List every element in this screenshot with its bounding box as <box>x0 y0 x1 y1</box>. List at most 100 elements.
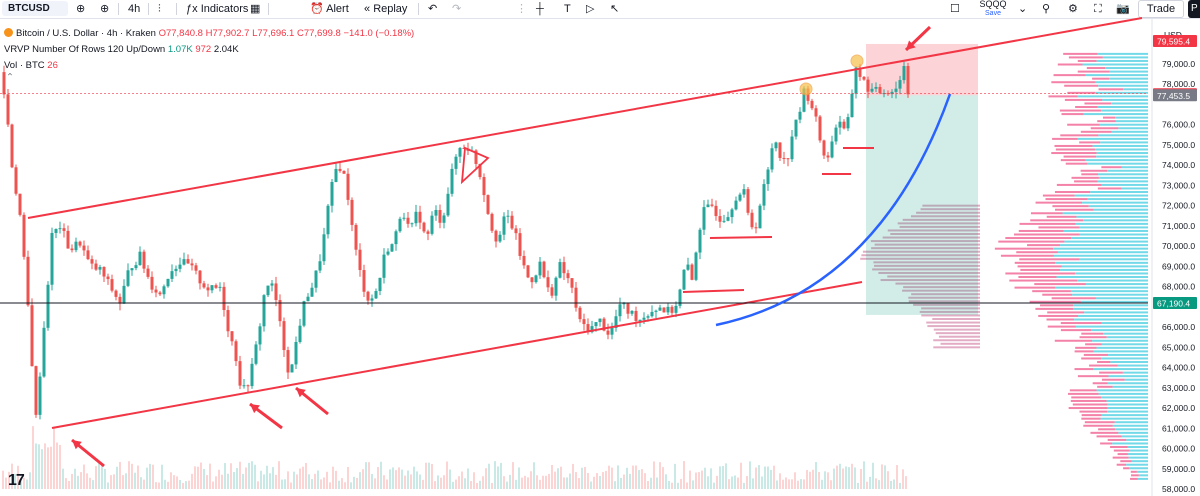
drawing-drag-handle-icon[interactable]: ⋮ <box>516 3 527 15</box>
publish-button[interactable]: P <box>1188 0 1200 18</box>
volume-bar <box>230 463 232 489</box>
price-axis[interactable]: USD79,000.078,000.076,000.075,000.074,00… <box>1151 19 1200 496</box>
candle-body <box>202 283 206 288</box>
profile-row-up <box>1098 392 1148 395</box>
text-tool-icon[interactable]: T <box>564 3 571 15</box>
volume-bar <box>485 468 487 489</box>
long-position-tool[interactable] <box>866 43 978 315</box>
quick-search-icon[interactable]: ⚲ <box>1042 3 1051 15</box>
profile-row-value-area <box>874 264 980 267</box>
candle-body <box>550 287 554 296</box>
profile-row-up <box>1076 215 1148 218</box>
profile-row-down <box>1067 123 1100 126</box>
channel-lower-line <box>51 281 863 429</box>
redo-icon[interactable]: ↷ <box>452 3 462 15</box>
volume-label: Vol · BTC <box>4 60 45 71</box>
volume-bar <box>833 468 835 489</box>
profile-row-value-area <box>903 286 980 289</box>
candle-body <box>6 94 10 125</box>
profile-row-down <box>1098 88 1124 91</box>
interval-button[interactable]: 4h <box>128 3 141 15</box>
trade-button[interactable]: Trade <box>1138 0 1184 18</box>
fullscreen-square-icon[interactable]: ☐ <box>950 3 960 15</box>
vrvp-legend[interactable]: VRVP Number Of Rows 120 Up/Down 1.07K 97… <box>4 44 239 56</box>
add-symbol-icon[interactable]: ⊕ <box>100 3 110 15</box>
volume-bar <box>215 476 217 489</box>
chevron-down-icon[interactable]: ⌄ <box>1018 3 1028 15</box>
chart-type-icon[interactable]: ⫶ <box>158 3 161 15</box>
profile-row-up <box>1087 198 1148 201</box>
parabolic-curve <box>715 93 952 327</box>
candle-body <box>754 227 758 229</box>
volume-legend[interactable]: Vol · BTC 26 <box>4 60 58 72</box>
profile-row-down <box>1081 357 1102 360</box>
alert-button[interactable]: ⏰ Alert <box>310 1 349 17</box>
volume-bar <box>449 469 451 489</box>
axis-tick-label: 76,000.0 <box>1162 120 1195 130</box>
volume-bar <box>425 462 427 489</box>
volume-bar <box>137 465 139 489</box>
volume-bar <box>809 471 811 489</box>
undo-icon[interactable]: ↶ <box>428 3 438 15</box>
profile-row-up <box>1107 169 1148 172</box>
fullscreen-icon[interactable]: ⛶ <box>1094 3 1102 15</box>
cursor-icon[interactable]: ↖ <box>610 3 620 15</box>
candle-body <box>794 119 798 137</box>
candle-body <box>762 184 766 206</box>
volume-bar <box>710 468 712 489</box>
candle-body <box>782 157 786 159</box>
symbol-legend[interactable]: Bitcoin / U.S. Dollar · 4h · Kraken O77,… <box>4 28 414 40</box>
camera-icon[interactable]: 📷 <box>1116 3 1130 15</box>
volume-bar <box>530 471 532 489</box>
drawings[interactable] <box>0 17 1148 468</box>
layout-templates-icon[interactable]: ▦ <box>250 3 261 15</box>
volume-bar <box>326 471 328 489</box>
collapse-legend-icon[interactable]: ⌃ <box>6 72 14 83</box>
indicators-button[interactable]: ƒx Indicators <box>186 1 248 17</box>
candle-body <box>858 67 862 77</box>
candle-body <box>526 265 530 278</box>
crosshair-icon[interactable]: ┼ <box>536 3 544 15</box>
candle-body <box>790 136 794 160</box>
volume-bar <box>773 465 775 489</box>
settings-icon[interactable]: ⚙ <box>1068 3 1078 15</box>
profile-row-up <box>1087 162 1148 165</box>
profile-row-down <box>1035 307 1074 310</box>
profile-row-value-area <box>921 307 980 310</box>
axis-tick-label: 73,000.0 <box>1162 180 1195 190</box>
candle-body <box>78 241 82 246</box>
profile-row-down <box>1116 463 1127 466</box>
candle-body <box>798 111 802 120</box>
candle-body <box>618 304 622 317</box>
volume-bar <box>539 479 541 489</box>
volume-bar <box>509 474 511 489</box>
profile-row-up <box>1055 286 1148 289</box>
layout-save-button[interactable]: SQQQ Save <box>978 0 1008 17</box>
volume-bar <box>131 463 133 489</box>
candle-body <box>662 307 666 313</box>
replay-button[interactable]: « Replay <box>364 1 407 17</box>
profile-row-down <box>1096 435 1122 438</box>
volume-bar <box>617 465 619 489</box>
volume-bar <box>818 471 820 489</box>
candle-body <box>242 385 246 387</box>
candle-body <box>786 158 790 160</box>
volume-bar <box>428 462 430 489</box>
profile-row-down <box>1069 389 1097 392</box>
profile-row-down <box>1071 176 1099 179</box>
candle-body <box>602 318 606 331</box>
volume-bar <box>806 470 808 489</box>
volume-bar <box>128 461 130 489</box>
volume-bar <box>383 475 385 489</box>
volume-bar <box>272 467 274 489</box>
candlesticks <box>2 61 910 420</box>
profile-row-value-area <box>890 233 980 235</box>
candle-body <box>594 322 598 327</box>
volume-bar <box>314 473 316 489</box>
volume-bar <box>635 465 637 489</box>
compare-icon[interactable]: ⊕ <box>76 3 86 15</box>
play-icon[interactable]: ▷ <box>586 3 595 15</box>
candle-body <box>290 364 294 373</box>
symbol-search-button[interactable]: BTCUSD <box>2 1 68 16</box>
